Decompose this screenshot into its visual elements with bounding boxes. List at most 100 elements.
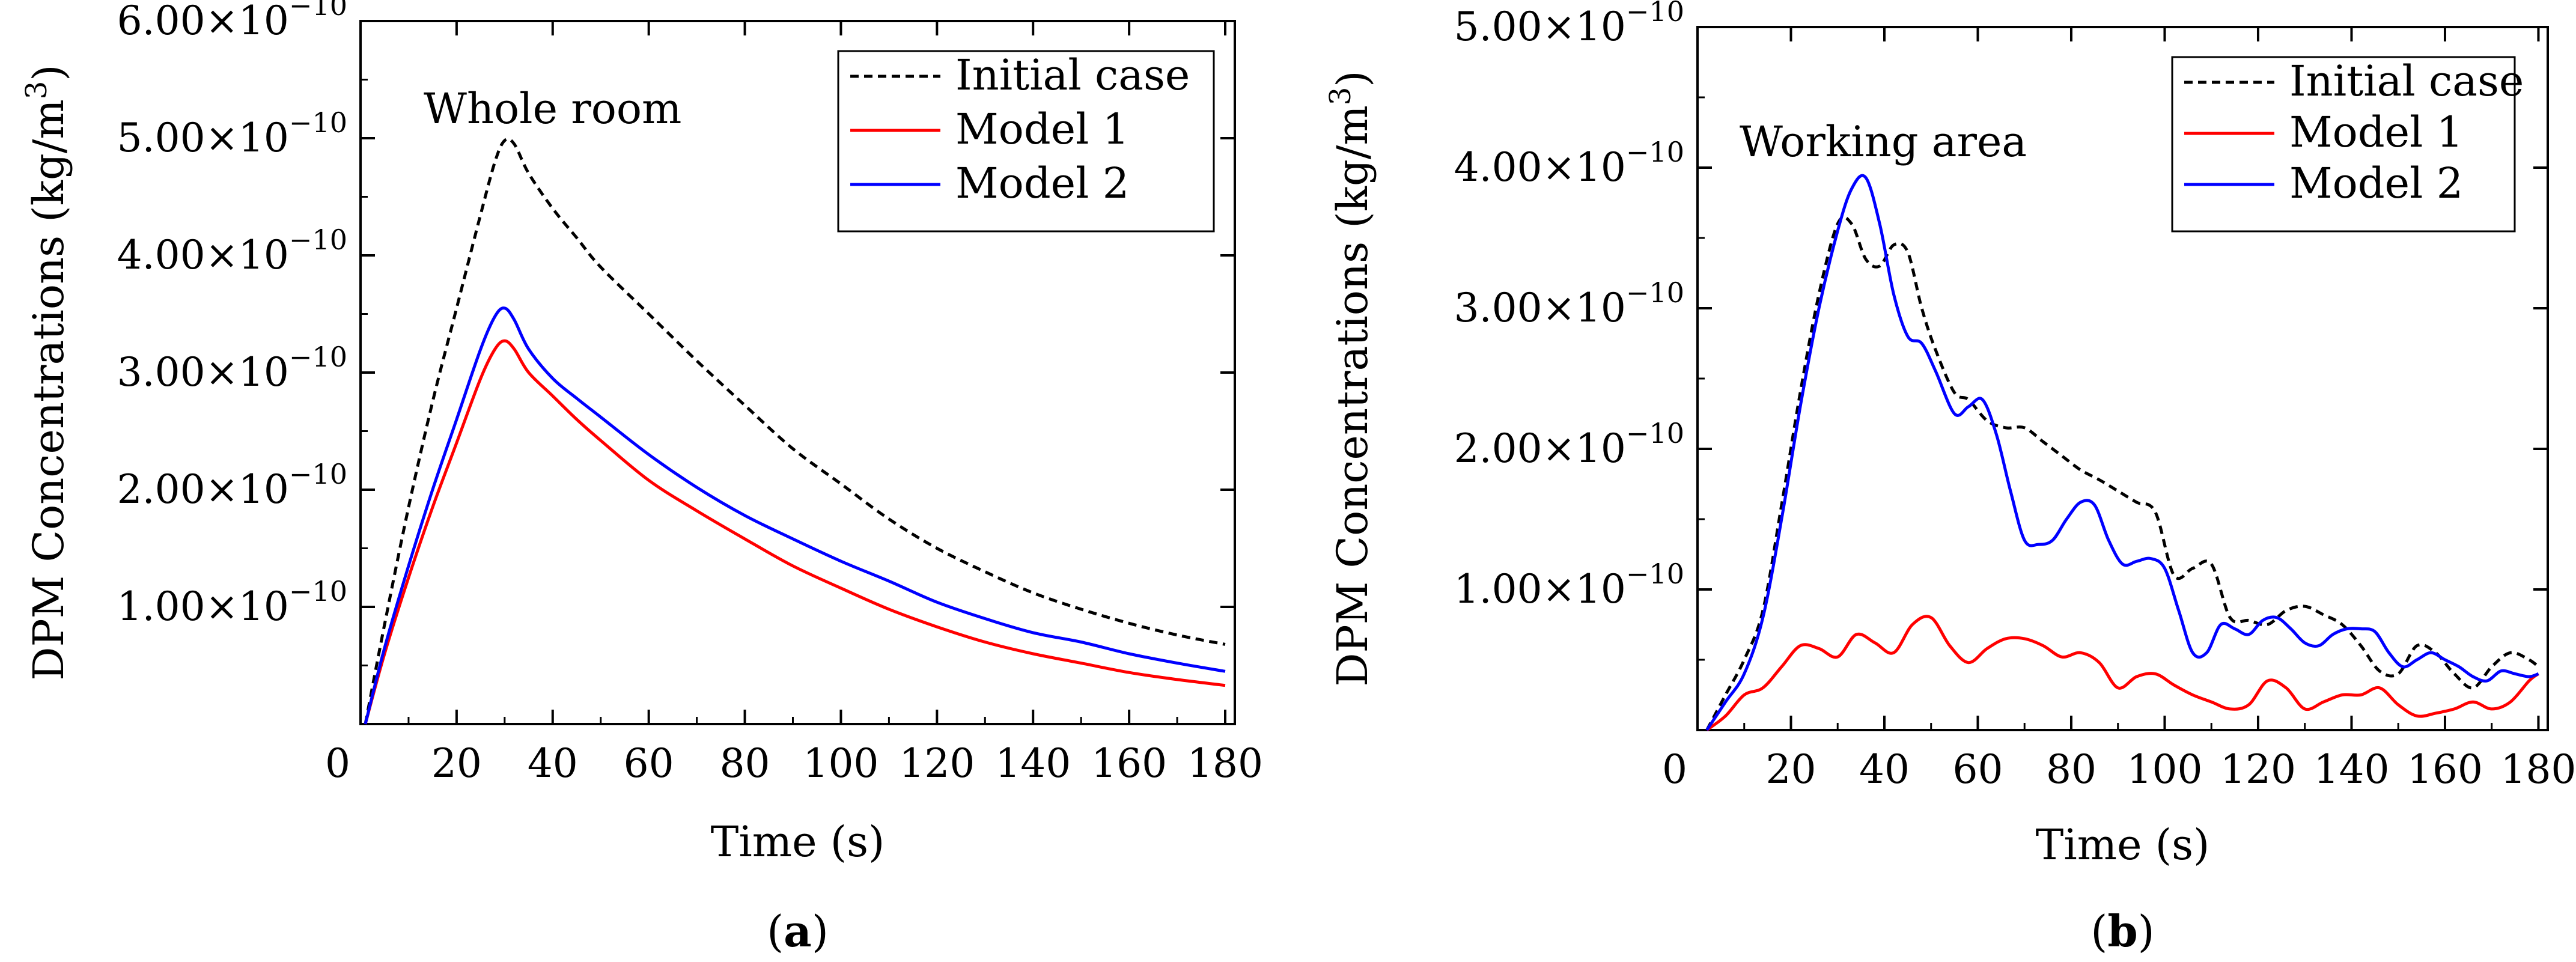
y-tick-times: ×10 bbox=[206, 115, 289, 161]
y-tick-times: ×10 bbox=[1542, 4, 1626, 50]
y-tick-times: ×10 bbox=[206, 583, 289, 630]
y-axis-title-main: DPM Concentrations (kg/m bbox=[1328, 105, 1377, 686]
y-tick-label: 5.00×10−10 bbox=[1454, 0, 1684, 50]
y-axis-title-main: DPM Concentrations (kg/m bbox=[24, 99, 73, 680]
y-tick-label: 3.00×10−10 bbox=[117, 341, 347, 395]
x-tick-label: 120 bbox=[2220, 746, 2296, 793]
x-tick-label: 180 bbox=[2500, 746, 2576, 793]
panel-label: (a) bbox=[767, 906, 829, 957]
y-tick-mantissa: 5.00 bbox=[117, 115, 206, 161]
panel-label-open: ( bbox=[2090, 906, 2107, 957]
x-tick-label: 60 bbox=[624, 740, 674, 787]
legend-box bbox=[2171, 56, 2516, 233]
series-line-model-1 bbox=[364, 339, 1226, 725]
y-tick-label: 3.00×10−10 bbox=[1454, 276, 1684, 331]
series-line-model-2 bbox=[1705, 174, 2539, 731]
y-tick-exponent: −10 bbox=[1626, 0, 1684, 28]
panel-annotation: Whole room bbox=[424, 84, 681, 133]
y-tick-times: ×10 bbox=[1542, 285, 1626, 331]
panel-label-close: ) bbox=[812, 906, 829, 957]
series-line-initial-case bbox=[364, 137, 1226, 725]
y-tick-exponent: −10 bbox=[1626, 276, 1684, 309]
y-axis-title-close: ) bbox=[1328, 70, 1377, 87]
y-tick-label: 1.00×10−10 bbox=[117, 575, 347, 630]
y-axis-title-close: ) bbox=[24, 64, 73, 81]
y-tick-exponent: −10 bbox=[289, 224, 347, 256]
x-tick-label: 80 bbox=[2046, 746, 2096, 793]
y-tick-mantissa: 6.00 bbox=[117, 0, 206, 44]
y-tick-label: 6.00×10−10 bbox=[117, 0, 347, 44]
y-tick-mantissa: 4.00 bbox=[117, 232, 206, 278]
x-tick-label: 140 bbox=[995, 740, 1071, 787]
panel-label-letter: b bbox=[2107, 906, 2137, 957]
y-tick-times: ×10 bbox=[1542, 425, 1626, 472]
x-tick-label: 180 bbox=[1187, 740, 1263, 787]
legend-label: Model 1 bbox=[2289, 108, 2463, 157]
series-line-model-1 bbox=[1706, 615, 2540, 732]
x-tick-label: 0 bbox=[1662, 746, 1687, 793]
y-tick-exponent: −10 bbox=[289, 458, 347, 490]
x-tick-label: 20 bbox=[431, 740, 482, 787]
panel-label-letter: a bbox=[784, 906, 812, 957]
y-tick-exponent: −10 bbox=[1626, 136, 1684, 168]
panel-a: 0 20 40 60 80 100 120 140 160 1801.00×10−102.00×1… bbox=[20, 0, 1263, 957]
panel-b: 0 20 40 60 80 100 120 140 160 1801.00×10−102.00×1… bbox=[1324, 0, 2576, 957]
x-tick-label: 100 bbox=[803, 740, 878, 787]
x-tick-label: 0 bbox=[325, 740, 350, 787]
y-tick-mantissa: 3.00 bbox=[1454, 285, 1542, 331]
y-axis-title-sup: 3 bbox=[1324, 87, 1357, 106]
y-tick-mantissa: 1.00 bbox=[117, 583, 206, 630]
panel-label-open: ( bbox=[767, 906, 784, 957]
x-tick-label: 160 bbox=[2407, 746, 2483, 793]
y-tick-times: ×10 bbox=[206, 0, 289, 44]
y-tick-mantissa: 4.00 bbox=[1454, 144, 1542, 190]
y-tick-times: ×10 bbox=[206, 466, 289, 513]
y-axis-title: DPM Concentrations (kg/m3) bbox=[20, 64, 73, 680]
y-tick-exponent: −10 bbox=[1626, 558, 1684, 590]
x-tick-label: 60 bbox=[1952, 746, 2003, 793]
y-tick-exponent: −10 bbox=[289, 341, 347, 373]
x-tick-label: 120 bbox=[899, 740, 975, 787]
y-tick-label: 5.00×10−10 bbox=[117, 106, 347, 161]
y-tick-label: 2.00×10−10 bbox=[1454, 417, 1684, 472]
y-tick-label: 2.00×10−10 bbox=[117, 458, 347, 513]
x-tick-label: 160 bbox=[1091, 740, 1167, 787]
x-tick-label: 20 bbox=[1766, 746, 1816, 793]
y-tick-mantissa: 3.00 bbox=[117, 349, 206, 395]
y-tick-label: 4.00×10−10 bbox=[117, 224, 347, 278]
y-tick-exponent: −10 bbox=[289, 575, 347, 607]
y-tick-label: 1.00×10−10 bbox=[1454, 558, 1684, 612]
x-axis-title: Time (s) bbox=[2036, 820, 2210, 869]
y-tick-times: ×10 bbox=[206, 232, 289, 278]
x-axis-title: Time (s) bbox=[711, 817, 885, 866]
y-tick-mantissa: 1.00 bbox=[1454, 566, 1542, 612]
x-tick-label: 40 bbox=[1859, 746, 1910, 793]
y-tick-times: ×10 bbox=[1542, 144, 1626, 190]
legend-label: Model 1 bbox=[955, 105, 1129, 154]
series-line-model-2 bbox=[364, 306, 1226, 725]
x-tick-label: 100 bbox=[2127, 746, 2202, 793]
panel-annotation: Working area bbox=[1740, 117, 2027, 166]
y-tick-mantissa: 2.00 bbox=[1454, 425, 1542, 472]
panel-label: (b) bbox=[2090, 906, 2155, 957]
y-tick-mantissa: 5.00 bbox=[1454, 4, 1542, 50]
legend-label: Initial case bbox=[2289, 56, 2524, 106]
y-axis-title-sup: 3 bbox=[20, 81, 53, 100]
panel-label-close: ) bbox=[2138, 906, 2155, 957]
legend-label: Model 2 bbox=[955, 159, 1129, 208]
legend-label: Model 2 bbox=[2289, 159, 2463, 208]
y-tick-mantissa: 2.00 bbox=[117, 466, 206, 513]
y-tick-exponent: −10 bbox=[289, 106, 347, 139]
legend-label: Initial case bbox=[955, 50, 1190, 100]
legend-box bbox=[837, 50, 1215, 233]
y-tick-label: 4.00×10−10 bbox=[1454, 136, 1684, 190]
y-axis-title: DPM Concentrations (kg/m3) bbox=[1324, 70, 1377, 686]
x-tick-label: 140 bbox=[2313, 746, 2389, 793]
series-line-initial-case bbox=[1705, 215, 2540, 731]
x-tick-label: 80 bbox=[720, 740, 770, 787]
y-tick-times: ×10 bbox=[1542, 566, 1626, 612]
x-tick-label: 40 bbox=[528, 740, 578, 787]
y-tick-times: ×10 bbox=[206, 349, 289, 395]
y-tick-exponent: −10 bbox=[1626, 417, 1684, 449]
